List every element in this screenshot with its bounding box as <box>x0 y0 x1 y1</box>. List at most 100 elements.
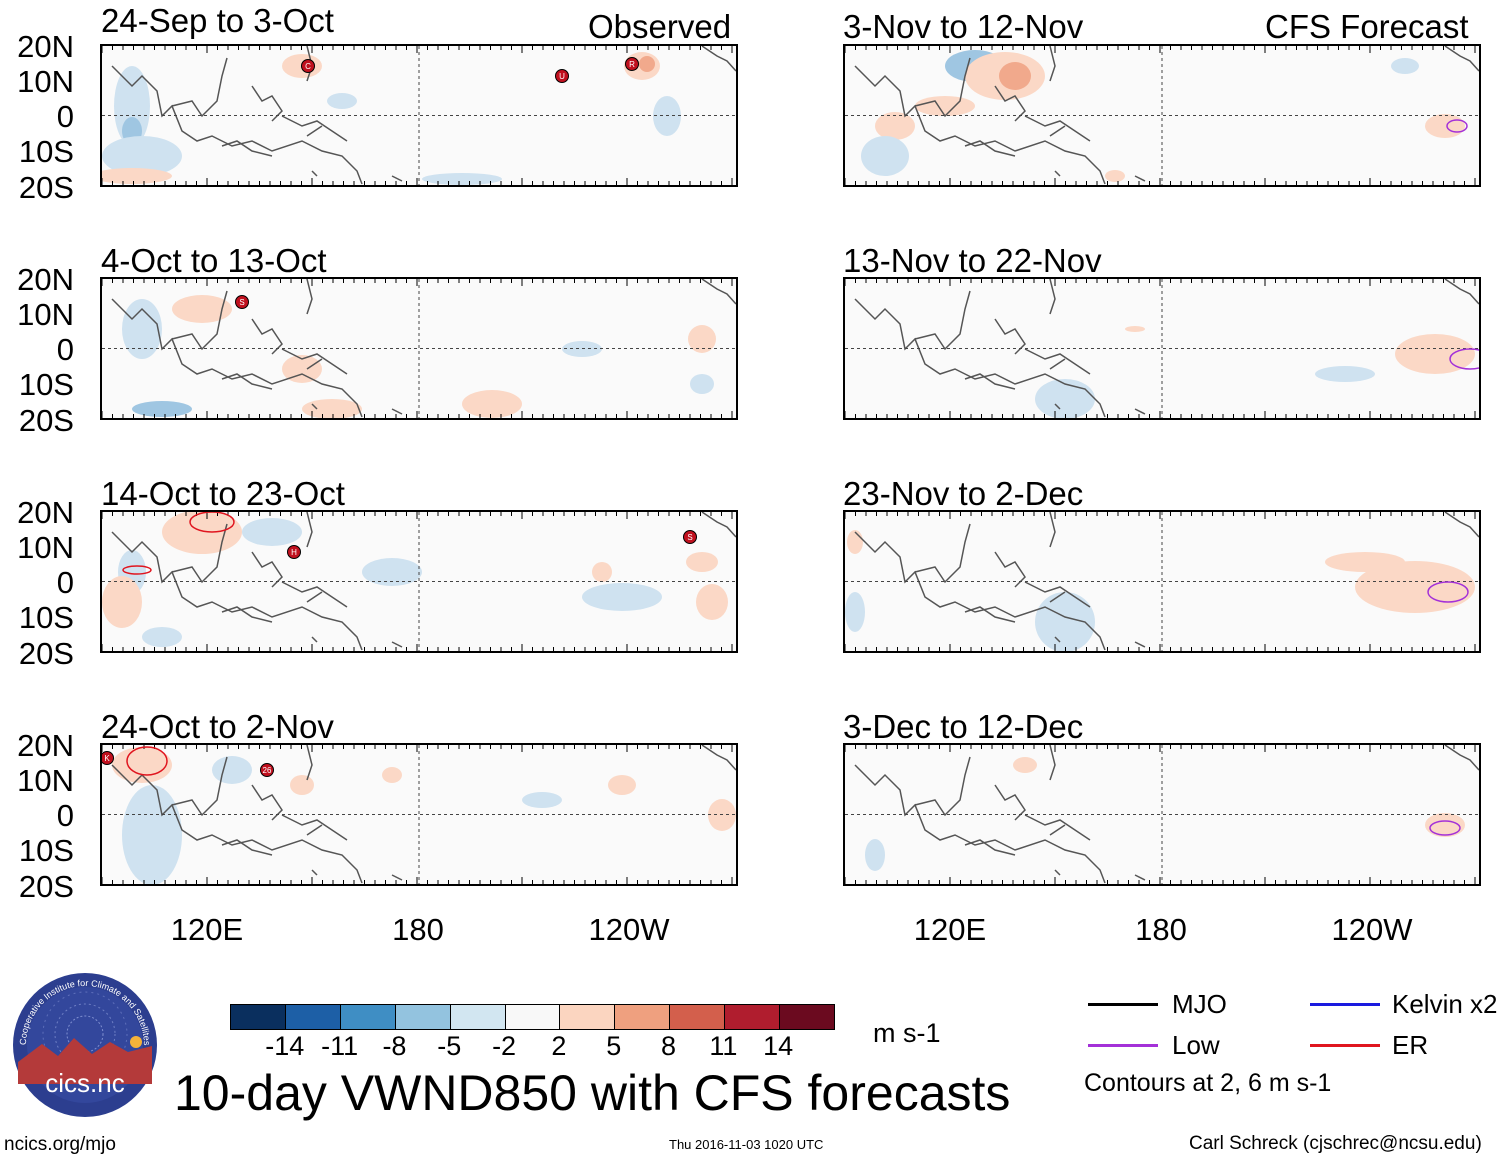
anomaly-patch <box>112 747 172 783</box>
colorbar-units: m s-1 <box>873 1018 941 1048</box>
anomaly-patch <box>696 584 728 620</box>
y-label-10n: 10N <box>17 297 74 332</box>
y-label-10s: 10S <box>18 600 74 635</box>
colorbar-tick-label: -14 <box>265 1031 305 1061</box>
colorbar-tick-label: -11 <box>321 1031 359 1061</box>
anomaly-patch <box>142 627 182 647</box>
y-label-10n: 10N <box>17 64 74 99</box>
anomaly-patch <box>686 552 718 572</box>
y-label-20n: 20N <box>17 29 74 64</box>
y-label-20n: 20N <box>17 728 74 763</box>
anomaly-patch <box>1315 366 1375 382</box>
anomaly-patch <box>1391 58 1419 74</box>
colorbar-tick-label: 14 <box>763 1031 794 1061</box>
anomaly-patch <box>1035 592 1095 651</box>
anomaly-patch <box>1035 379 1095 418</box>
anomaly-patch <box>1125 326 1145 332</box>
y-label-10s: 10S <box>18 134 74 169</box>
y-label-0: 0 <box>56 798 74 833</box>
anomaly-patch <box>102 576 142 628</box>
anomaly-patch <box>1425 813 1465 837</box>
anomaly-patch <box>212 756 252 784</box>
observed-header: Observed <box>588 8 732 45</box>
coastline <box>1444 512 1479 538</box>
y-label-20s: 20S <box>18 869 74 904</box>
storm-symbol <box>301 59 315 73</box>
colorbar-swatch <box>779 1005 834 1029</box>
storm-symbol <box>683 530 697 544</box>
cics-logo: Cooperative Institute for Climate and Sa… <box>12 972 158 1118</box>
coastline <box>701 279 736 305</box>
colorbar <box>230 1004 835 1030</box>
panel-title-fc-3: 23-Nov to 2-Dec <box>843 475 1084 512</box>
contour <box>189 512 235 533</box>
anomaly-patch <box>915 96 975 116</box>
x-label-120e: 120E <box>913 912 987 947</box>
map-svg: S <box>102 279 736 418</box>
storm-marker: R <box>625 57 639 71</box>
legend-label-kelvin: Kelvin x2 <box>1392 989 1498 1019</box>
map-panel-obs-1: C U R <box>100 44 738 187</box>
anomaly-patch <box>1013 757 1037 773</box>
coastline <box>1444 745 1479 771</box>
coastline <box>854 745 1146 884</box>
legend-label-mjo: MJO <box>1172 989 1227 1019</box>
legend-line-mjo <box>1088 1003 1158 1006</box>
panel-title-fc-1: 3-Nov to 12-Nov <box>843 8 1084 45</box>
map-svg: C U R <box>102 46 736 185</box>
colorbar-swatch <box>449 1005 505 1029</box>
coastline <box>111 279 403 418</box>
anomaly-patch <box>690 374 714 394</box>
x-label-180: 180 <box>392 912 444 947</box>
colorbar-swatch <box>614 1005 670 1029</box>
storm-label: U <box>559 72 565 81</box>
storm-label: C <box>305 62 311 71</box>
y-label-0: 0 <box>56 99 74 134</box>
anomaly-patch <box>999 62 1031 90</box>
map-svg <box>845 279 1479 418</box>
anomaly-patch <box>592 562 612 582</box>
forecast-header: CFS Forecast <box>1265 8 1469 45</box>
anomaly-patch <box>122 785 182 884</box>
anomaly-patch <box>847 530 863 554</box>
contour <box>1449 348 1479 370</box>
storm-symbol <box>555 69 569 83</box>
panel-title-obs-4: 24-Oct to 2-Nov <box>101 708 334 745</box>
storm-marker: U <box>555 69 569 83</box>
coastline <box>111 745 403 884</box>
panel-title-fc-2: 13-Nov to 22-Nov <box>843 242 1102 279</box>
anomaly-patch <box>861 136 909 176</box>
legend-label-er: ER <box>1392 1030 1429 1060</box>
colorbar-tick-label: -5 <box>437 1031 462 1061</box>
y-label-0: 0 <box>56 565 74 600</box>
colorbar-swatch <box>504 1005 560 1029</box>
colorbar-swatch <box>284 1005 340 1029</box>
storm-marker: K <box>102 751 114 765</box>
x-label-120e: 120E <box>170 912 244 947</box>
anomaly-patch <box>242 518 302 546</box>
y-label-20n: 20N <box>17 262 74 297</box>
panel-title-obs-1: 24-Sep to 3-Oct <box>101 2 334 39</box>
colorbar-tick-label: -2 <box>492 1031 517 1061</box>
anomaly-patch <box>865 839 885 871</box>
storm-symbol <box>625 57 639 71</box>
coastline <box>854 279 1146 418</box>
coastline <box>854 512 1146 651</box>
anomaly-patch <box>522 792 562 808</box>
colorbar-swatch <box>231 1005 285 1029</box>
anomaly-patch <box>422 173 502 185</box>
colorbar-tick-label: 11 <box>709 1031 738 1061</box>
storm-marker: S <box>235 295 249 309</box>
anomaly-patch <box>1395 334 1475 374</box>
colorbar-swatch <box>724 1005 780 1029</box>
footer-url: ncics.org/mjo <box>4 1134 116 1155</box>
map-svg <box>845 46 1479 185</box>
logo-text: cics.nc <box>45 1068 124 1098</box>
map-panel-fc-4 <box>843 743 1481 886</box>
contour <box>1446 119 1468 133</box>
storm-label: R <box>629 60 635 69</box>
coastline <box>701 745 736 771</box>
contour <box>1429 820 1461 836</box>
anomaly-patch <box>282 355 322 383</box>
